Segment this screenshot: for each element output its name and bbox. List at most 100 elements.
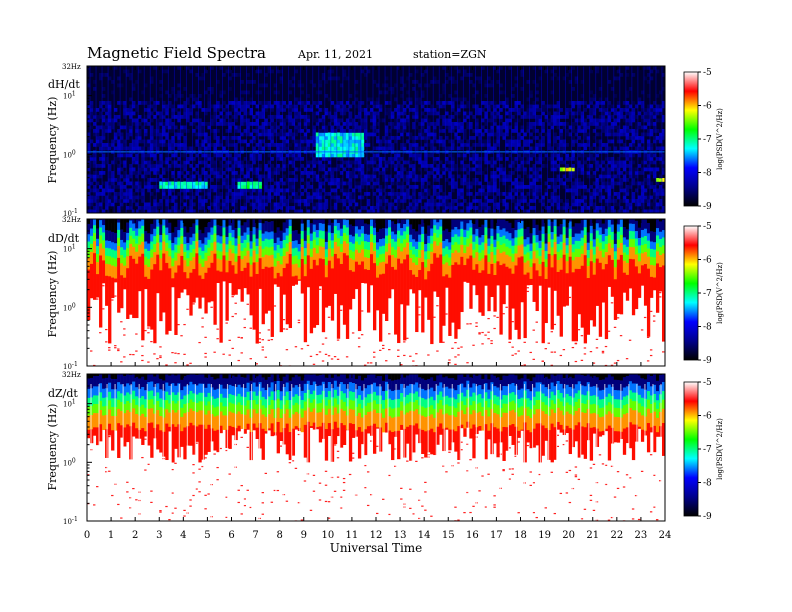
spectrogram-cell	[360, 195, 365, 200]
spectrogram-cell	[661, 209, 665, 213]
spectrogram-cell	[354, 202, 359, 207]
spectrogram-cell	[300, 199, 305, 203]
spectrogram-cell	[162, 69, 166, 74]
spectrogram-cell	[330, 139, 335, 144]
spectrogram-cell	[267, 101, 271, 105]
spectrogram-cell	[165, 234, 169, 244]
spectrogram-cell	[658, 139, 663, 144]
spectrogram-cell	[421, 188, 425, 193]
spectrogram-cell	[165, 199, 169, 203]
spectrogram-cell	[198, 181, 202, 186]
spectrogram-cell	[201, 266, 205, 280]
spectrogram-cell	[565, 178, 569, 182]
spectrogram-cell	[412, 199, 416, 203]
spectrogram-cell	[357, 195, 362, 200]
spectrogram-cell	[583, 136, 588, 140]
spectrogram-cell	[141, 139, 145, 144]
spectrogram-cell	[306, 185, 311, 189]
spectrogram-cell	[529, 90, 533, 95]
spectrogram-cell	[442, 122, 446, 126]
spectrogram-cell	[514, 83, 518, 88]
spectrogram-cell	[252, 227, 256, 235]
spectrogram-cell	[114, 146, 118, 151]
spectrogram-cell	[339, 125, 344, 130]
spectrogram-cell	[532, 206, 536, 210]
spectrogram-cell	[640, 181, 645, 186]
spectrogram-cell	[336, 132, 341, 137]
spectrogram-cell	[216, 242, 220, 251]
spectrogram-cell	[529, 178, 533, 182]
spectrogram-cell	[87, 219, 91, 225]
spectrogram-cell	[93, 132, 97, 137]
spectrogram-cell	[598, 132, 603, 137]
spectrogram-cell	[273, 206, 277, 210]
spectrogram-cell	[357, 101, 362, 105]
spectrogram-cell	[553, 122, 557, 126]
spectrogram-cell	[204, 252, 208, 262]
spectrogram-cell	[198, 247, 202, 256]
spectrogram-cell	[117, 174, 121, 179]
spectrogram-cell	[397, 185, 401, 189]
spectrogram-cell	[451, 143, 455, 147]
spectrogram-cell	[538, 160, 542, 165]
spectrogram-cell	[267, 104, 271, 109]
spectrogram-cell	[372, 171, 377, 175]
spectrogram-cell	[439, 136, 443, 140]
spectrogram-cell	[108, 111, 112, 116]
spectrogram-cell	[655, 192, 660, 196]
spectrogram-cell	[418, 160, 422, 165]
spectrogram-cell	[132, 209, 136, 213]
spectrogram-cell	[577, 143, 582, 147]
spectrogram-cell	[282, 192, 286, 196]
spectrogram-cell	[559, 146, 563, 151]
spectrogram-cell	[195, 188, 199, 193]
spectrogram-cell	[363, 192, 368, 196]
spectrogram-cell	[240, 178, 244, 182]
spectrogram-cell	[592, 129, 597, 133]
spectrogram-cell	[345, 143, 350, 147]
spectrogram-cell	[475, 122, 479, 126]
spectrogram-cell	[409, 97, 413, 102]
spectrogram-cell	[195, 225, 199, 234]
spectrogram-cell	[108, 276, 112, 344]
spectrogram-cell	[210, 234, 214, 244]
spectrogram-cell	[279, 101, 283, 105]
spectrogram-cell	[520, 104, 524, 109]
spectrogram-cell	[339, 104, 344, 109]
spectrogram-cell	[300, 83, 305, 88]
spectrogram-cell	[400, 199, 404, 203]
spectrogram-cell	[135, 350, 138, 352]
spectrogram-cell	[120, 199, 124, 203]
spectrogram-cell	[481, 188, 485, 193]
spectrogram-cell	[354, 157, 359, 161]
spectrogram-cell	[288, 233, 293, 243]
spectrogram-cell	[288, 129, 293, 133]
spectrogram-cell	[595, 69, 600, 74]
spectrogram-cell	[207, 174, 211, 179]
spectrogram-cell	[246, 132, 250, 137]
spectrogram-cell	[243, 185, 247, 189]
spectrogram-cell	[345, 174, 350, 179]
spectrogram-cell	[379, 195, 383, 200]
spectrogram-cell	[385, 143, 389, 147]
spectrogram-cell	[496, 206, 500, 210]
spectrogram-cell	[463, 97, 467, 102]
spectrogram-cell	[628, 157, 633, 161]
spectrogram-cell	[514, 118, 518, 123]
spectrogram-cell	[330, 206, 335, 210]
spectrogram-cell	[424, 202, 428, 207]
spectrogram-cell	[604, 181, 609, 186]
spectrogram-cell	[168, 122, 172, 126]
spectrogram-cell	[478, 171, 482, 175]
spectrogram-cell	[394, 83, 398, 88]
spectrogram-cell	[631, 192, 636, 196]
spectrogram-cell	[186, 129, 190, 133]
spectrogram-cell	[234, 157, 238, 161]
spectrogram-cell	[562, 146, 566, 151]
spectrogram-cell	[604, 199, 609, 203]
spectrogram-cell	[583, 199, 588, 203]
spectrogram-cell	[213, 351, 216, 353]
spectrogram-cell	[141, 253, 145, 341]
spectrogram-cell	[451, 188, 455, 193]
spectrogram-cell	[288, 122, 293, 126]
